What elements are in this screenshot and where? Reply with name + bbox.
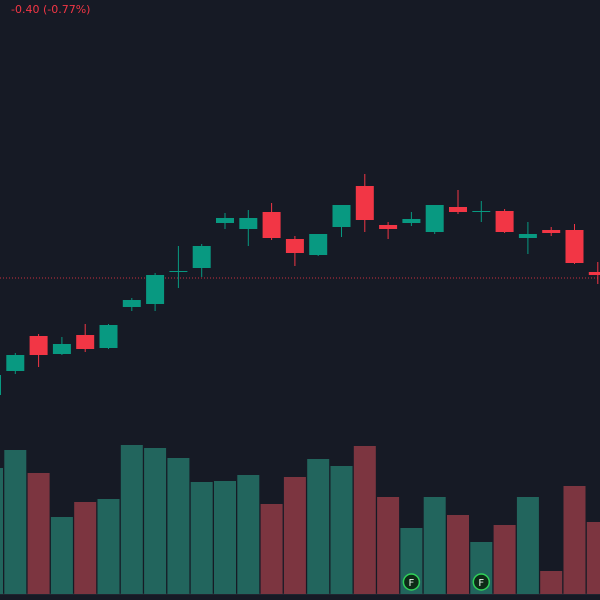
candle-body [76, 335, 95, 349]
candle-body [495, 211, 514, 232]
candle-body [332, 205, 351, 227]
candle-body [29, 336, 48, 355]
volume-bar [377, 497, 400, 594]
candle-body [6, 355, 25, 371]
volume-bar [237, 475, 260, 594]
volume-bar [144, 448, 167, 594]
volume-bar [330, 466, 353, 594]
candle-body [355, 186, 374, 220]
volume-bar [423, 497, 446, 594]
candle-body [588, 272, 600, 275]
volume-bar [307, 459, 330, 594]
volume-bar [353, 446, 376, 594]
candle-body [565, 230, 584, 263]
candle-body [52, 344, 71, 354]
candle-body [216, 218, 234, 223]
volume-bar [493, 525, 516, 594]
volume-bar [260, 504, 283, 594]
event-label: F [478, 578, 484, 589]
volume-bar [120, 445, 143, 594]
candle-body [99, 325, 118, 348]
candle-body [425, 205, 444, 232]
volume-bar [516, 497, 539, 594]
candle-body [309, 234, 328, 255]
candle-body [518, 234, 537, 238]
volume-bar [586, 522, 600, 594]
volume-bar [27, 473, 50, 594]
candle-body [379, 225, 398, 229]
candle-body [402, 219, 421, 223]
event-marker [402, 573, 421, 591]
candle-body [0, 375, 1, 395]
candle-body [169, 271, 188, 272]
volume-bar [563, 486, 586, 594]
candle-body [542, 230, 561, 233]
candle-body [122, 300, 141, 307]
candle-body [146, 275, 165, 304]
event-label: F [409, 578, 415, 589]
volume-bar [0, 468, 3, 594]
event-marker [472, 573, 491, 591]
change-label: -0.40 (-0.77%) [11, 3, 90, 16]
volume-bar [97, 499, 120, 594]
volume-bar [190, 482, 213, 594]
volume-bar [74, 502, 97, 594]
volume-bar [447, 515, 469, 594]
candle-body [285, 239, 304, 253]
volume-bar [4, 450, 27, 594]
volume-bar [214, 481, 236, 594]
volume-bar [50, 517, 73, 594]
volume-bar [540, 571, 563, 594]
candle-body [449, 207, 467, 212]
volume-bar [167, 458, 190, 594]
candle-body [262, 212, 281, 238]
candle-body [192, 246, 211, 268]
candle-body [239, 218, 258, 229]
candle-body [472, 211, 491, 212]
volume-bar [283, 477, 306, 594]
